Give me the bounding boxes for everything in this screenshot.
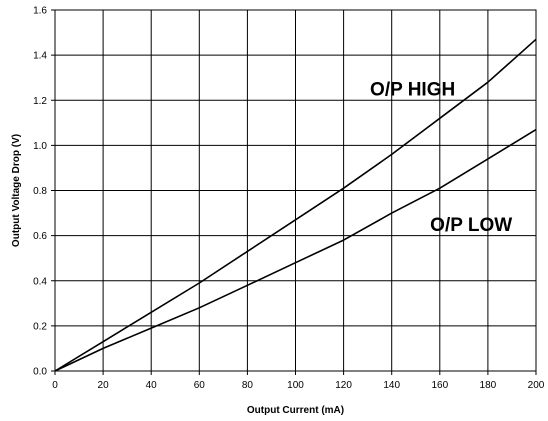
- x-tick-label: 40: [146, 380, 158, 391]
- annotation-op-low: O/P LOW: [430, 215, 512, 236]
- x-axis-ticks: 0 20 40 60 80 100 120 140 160 180 200: [52, 371, 545, 391]
- y-tick-label: 0.0: [33, 367, 47, 378]
- x-tick-label: 100: [287, 380, 304, 391]
- y-axis-ticks: 0.0 0.2 0.4 0.6 0.8 1.0 1.2 1.4 1.6: [33, 6, 55, 378]
- y-axis-title: Output Voltage Drop (V): [11, 134, 22, 247]
- x-tick-label: 80: [242, 380, 254, 391]
- annotation-op-high: O/P HIGH: [370, 80, 455, 101]
- y-tick-label: 0.8: [33, 186, 47, 197]
- x-tick-label: 120: [335, 380, 352, 391]
- x-tick-label: 160: [431, 380, 448, 391]
- series-line-op-high: [54, 38, 537, 372]
- x-tick-label: 200: [528, 380, 545, 391]
- x-tick-label: 0: [52, 380, 58, 391]
- x-tick-label: 20: [98, 380, 110, 391]
- y-tick-label: 1.2: [33, 96, 47, 107]
- x-axis-title: Output Current (mA): [247, 405, 344, 416]
- y-tick-label: 0.6: [33, 231, 47, 242]
- x-tick-label: 140: [383, 380, 400, 391]
- y-tick-label: 1.4: [33, 51, 47, 62]
- grid: [54, 9, 537, 372]
- x-tick-label: 60: [194, 380, 206, 391]
- x-tick-label: 180: [480, 380, 497, 391]
- series-layer: [54, 38, 537, 372]
- y-tick-label: 0.4: [33, 276, 47, 287]
- y-tick-label: 1.6: [33, 6, 47, 17]
- series-line-op-low: [54, 128, 537, 372]
- y-tick-label: 0.2: [33, 321, 47, 332]
- y-tick-label: 1.0: [33, 141, 47, 152]
